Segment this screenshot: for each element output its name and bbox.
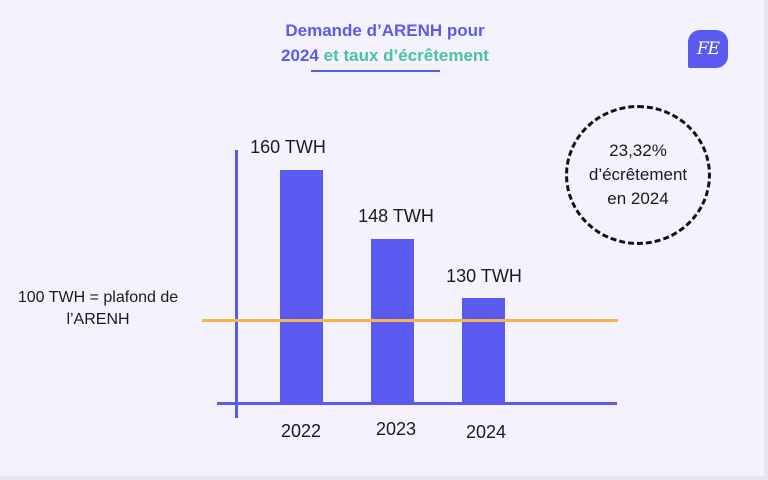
badge-percentage: 23,32% (609, 141, 667, 160)
bar-value-label: 130 TWH (446, 266, 522, 286)
x-tick-label: 2023 (375, 419, 417, 439)
badge-year: en 2024 (607, 189, 669, 208)
bar-2022 (280, 170, 323, 404)
bar-value-label: 160 TWH (250, 137, 326, 157)
title-year: 2024 (281, 46, 319, 65)
cap-reference-line (202, 319, 618, 322)
cap-label-line-1: 100 TWH = plafond de (17, 289, 179, 306)
bar-2024 (462, 298, 505, 404)
chart-title: Demande d’ARENH pour 2024 et taux d’écrê… (240, 18, 530, 68)
x-axis (217, 402, 617, 405)
curtailment-badge: 23,32% d’écrêtement en 2024 (565, 105, 711, 245)
cap-line-label: 100 TWH = plafond de l’ARENH (8, 287, 188, 331)
title-accent: et taux d’écrêtement (323, 46, 489, 65)
y-axis (235, 150, 238, 418)
badge-label: d’écrêtement (588, 165, 688, 184)
cap-label-line-2: l’ARENH (66, 311, 130, 328)
title-underline (311, 70, 440, 72)
fe-logo-icon: FE (688, 30, 728, 68)
x-tick-label: 2022 (280, 421, 322, 441)
x-tick-label: 2024 (465, 422, 507, 442)
bar-value-label: 148 TWH (358, 206, 434, 226)
title-line-1: Demande d’ARENH pour (285, 21, 485, 40)
